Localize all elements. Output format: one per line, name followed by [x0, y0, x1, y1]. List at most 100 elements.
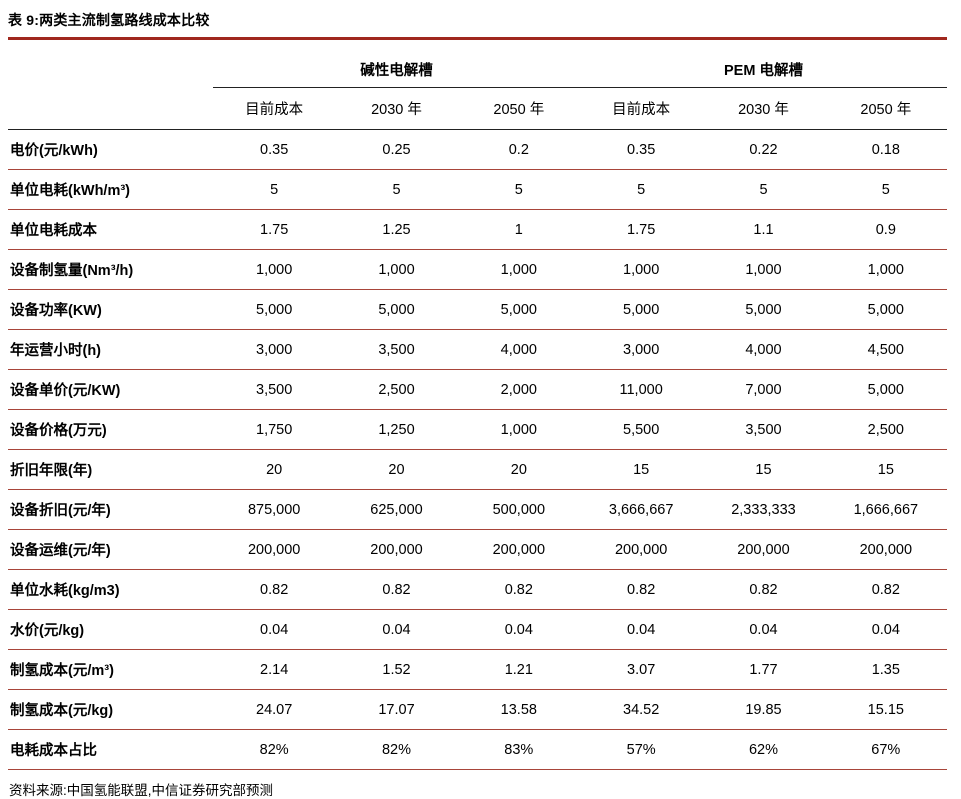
cell-value: 1,000 [457, 249, 580, 290]
cell-value: 11,000 [579, 369, 703, 410]
cell-value: 1 [457, 209, 580, 250]
cell-value: 15.15 [824, 689, 947, 730]
cell-value: 3,500 [213, 369, 336, 410]
source-note: 资料来源:中国氢能联盟,中信证券研究部预测 [9, 783, 274, 798]
cell-value: 3,000 [213, 329, 336, 370]
cell-value: 20 [213, 449, 336, 490]
cell-value: 0.82 [213, 569, 336, 610]
cell-value: 5,000 [579, 289, 703, 330]
subheader-cell: 2050 年 [824, 87, 947, 130]
cell-value: 0.82 [457, 569, 580, 610]
cell-value: 5,000 [335, 289, 458, 330]
table-body: 电价(元/kWh) 0.35 0.25 0.2 0.35 0.22 0.18 单位电耗(kWh… [8, 129, 947, 770]
row-label: 水价(元/kg) [8, 609, 213, 650]
subheader-row: 目前成本 2030 年 2050 年目前成本 2030 年 2050 年 [8, 87, 947, 130]
cell-value: 0.35 [579, 129, 703, 170]
cell-value: 0.04 [457, 609, 580, 650]
cell-value: 2,333,333 [702, 489, 825, 530]
table-row: 单位水耗(kg/m3) 0.82 0.82 0.82 0.82 0.82 0.82 [8, 569, 947, 610]
row-label: 设备制氢量(Nm³/h) [8, 249, 213, 290]
cell-value: 1,750 [213, 409, 336, 450]
cell-value: 34.52 [579, 689, 703, 730]
cell-value: 4,000 [702, 329, 825, 370]
cell-value: 20 [335, 449, 458, 490]
table-row: 制氢成本(元/m³) 2.14 1.52 1.21 3.07 1.77 1.35 [8, 649, 947, 690]
table-header: 碱性电解槽 PEM 电解槽 目前成本 2030 年 2050 年目前成本 2030 年… [8, 50, 947, 130]
cell-value: 3,500 [702, 409, 825, 450]
cell-value: 1,000 [702, 249, 825, 290]
row-label: 折旧年限(年) [8, 449, 213, 490]
table-row: 单位电耗成本 1.75 1.25 1 1.75 1.1 0.9 [8, 209, 947, 250]
table-title: 表 9:两类主流制氢路线成本比较 [8, 12, 210, 28]
table-row: 设备功率(KW) 5,000 5,000 5,000 5,000 5,000 5,000 [8, 289, 947, 330]
cell-value: 500,000 [457, 489, 580, 530]
cell-value: 1,000 [213, 249, 336, 290]
cell-value: 0.04 [579, 609, 703, 650]
cell-value: 200,000 [824, 529, 947, 570]
cell-value: 15 [824, 449, 947, 490]
row-label: 设备运维(元/年) [8, 529, 213, 570]
cell-value: 5 [702, 169, 825, 210]
group-header-pem: PEM 电解槽 [579, 50, 947, 88]
row-label: 电耗成本占比 [8, 729, 213, 770]
cell-value: 0.82 [824, 569, 947, 610]
cell-value: 5,500 [579, 409, 703, 450]
cell-value: 0.04 [213, 609, 336, 650]
row-label: 电价(元/kWh) [8, 129, 213, 170]
cell-value: 5 [335, 169, 458, 210]
title-rule [8, 37, 947, 40]
cell-value: 5 [824, 169, 947, 210]
cell-value: 0.25 [335, 129, 458, 170]
cell-value: 0.35 [213, 129, 336, 170]
cell-value: 1,000 [335, 249, 458, 290]
subheader-cell: 目前成本 [213, 87, 336, 130]
cell-value: 0.2 [457, 129, 580, 170]
cell-value: 1.1 [702, 209, 825, 250]
cell-value: 625,000 [335, 489, 458, 530]
row-label: 制氢成本(元/m³) [8, 649, 213, 690]
table-row: 设备运维(元/年) 200,000 200,000 200,000 200,000 200… [8, 529, 947, 570]
cell-value: 875,000 [213, 489, 336, 530]
cell-value: 17.07 [335, 689, 458, 730]
row-label: 设备价格(万元) [8, 409, 213, 450]
cell-value: 57% [579, 729, 703, 770]
cell-value: 67% [824, 729, 947, 770]
cell-value: 3,666,667 [579, 489, 703, 530]
cell-value: 1.21 [457, 649, 580, 690]
corner-cell [8, 50, 213, 88]
cell-value: 15 [579, 449, 703, 490]
cell-value: 200,000 [702, 529, 825, 570]
table-row: 单位电耗(kWh/m³) 5 5 5 5 5 5 [8, 169, 947, 210]
row-label: 单位电耗成本 [8, 209, 213, 250]
cell-value: 83% [457, 729, 580, 770]
cell-value: 5 [213, 169, 336, 210]
row-label: 制氢成本(元/kg) [8, 689, 213, 730]
cell-value: 0.04 [824, 609, 947, 650]
cell-value: 82% [213, 729, 336, 770]
cell-value: 5,000 [457, 289, 580, 330]
cell-value: 0.22 [702, 129, 825, 170]
cell-value: 2,000 [457, 369, 580, 410]
subheader-cell: 2050 年 [457, 87, 580, 130]
cell-value: 1,000 [579, 249, 703, 290]
cell-value: 4,500 [824, 329, 947, 370]
cell-value: 62% [702, 729, 825, 770]
cell-value: 4,000 [457, 329, 580, 370]
cell-value: 0.9 [824, 209, 947, 250]
cell-value: 0.82 [579, 569, 703, 610]
table-row: 设备制氢量(Nm³/h) 1,000 1,000 1,000 1,000 1,000 1,0… [8, 249, 947, 290]
cell-value: 2,500 [824, 409, 947, 450]
cell-value: 3,500 [335, 329, 458, 370]
cell-value: 2,500 [335, 369, 458, 410]
cell-value: 1.52 [335, 649, 458, 690]
row-label: 单位水耗(kg/m3) [8, 569, 213, 610]
table-row: 电价(元/kWh) 0.35 0.25 0.2 0.35 0.22 0.18 [8, 129, 947, 170]
cell-value: 5,000 [213, 289, 336, 330]
cell-value: 1,000 [824, 249, 947, 290]
cell-value: 0.18 [824, 129, 947, 170]
cell-value: 24.07 [213, 689, 336, 730]
subheader-cell: 2030 年 [702, 87, 825, 130]
cell-value: 1,666,667 [824, 489, 947, 530]
table-row: 年运营小时(h) 3,000 3,500 4,000 3,000 4,000 4,500 [8, 329, 947, 370]
cell-value: 19.85 [702, 689, 825, 730]
